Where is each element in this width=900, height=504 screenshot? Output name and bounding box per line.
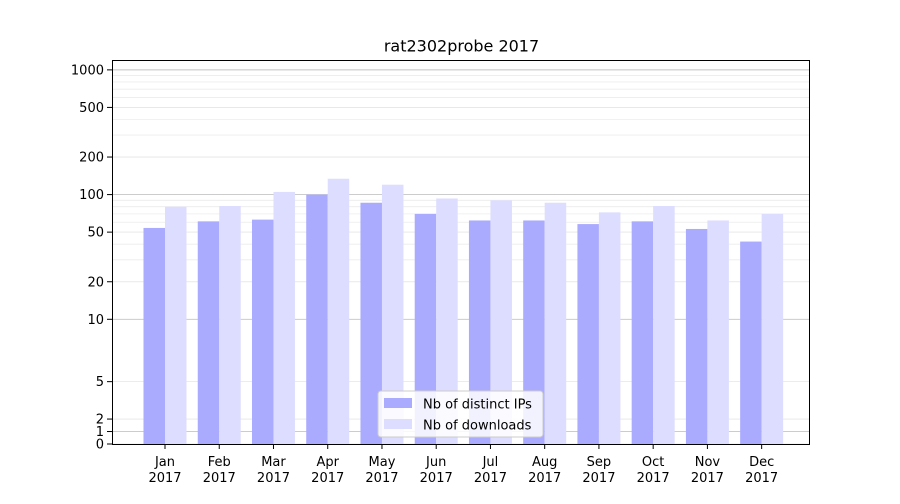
x-tick-label-month: Nov — [695, 455, 721, 470]
x-tick-label-month: Sep — [587, 455, 612, 470]
y-tick-label: 10 — [87, 313, 104, 328]
x-tick-label-month: Apr — [316, 455, 339, 470]
y-tick-label: 2 — [96, 413, 104, 428]
x-tick-label-month: Jun — [425, 455, 446, 470]
x-tick-label-month: Mar — [261, 455, 286, 470]
legend-label-distinct-ips: Nb of distinct IPs — [423, 398, 532, 413]
chart-title: rat2302probe 2017 — [384, 37, 539, 56]
bar-nb-of-distinct-ips-feb — [197, 221, 220, 444]
bar-nb-of-distinct-ips-jul — [468, 220, 491, 444]
y-axis: 012 5 10 20 50 100 200 500 1000 — [71, 63, 112, 453]
bar-nb-of-distinct-ips-aug — [523, 220, 545, 444]
legend-swatch-downloads — [384, 419, 412, 429]
bar-nb-of-downloads-sep — [598, 212, 621, 444]
y-tick-label: 20 — [87, 275, 104, 290]
bar-nb-of-distinct-ips-dec — [740, 241, 762, 444]
x-tick-label-year: 2017 — [365, 471, 398, 486]
x-tick-label-month: Jul — [482, 455, 499, 470]
bar-nb-of-downloads-oct — [653, 205, 675, 444]
x-tick-label-year: 2017 — [311, 471, 344, 486]
x-tick-label-year: 2017 — [474, 471, 507, 486]
x-tick-label-year: 2017 — [257, 471, 290, 486]
y-tick-label: 1000 — [71, 63, 104, 78]
x-tick-label-year: 2017 — [745, 471, 778, 486]
bar-nb-of-distinct-ips-mar — [251, 219, 274, 444]
y-tick-label: 1 — [96, 425, 104, 440]
x-tick-label-year: 2017 — [148, 471, 181, 486]
bar-nb-of-distinct-ips-nov — [685, 228, 708, 444]
bar-nb-of-downloads-may — [381, 184, 404, 444]
x-tick-label-month: Jan — [154, 455, 175, 470]
y-tick-label: 100 — [79, 188, 104, 203]
y-tick-label: 0 — [96, 438, 104, 453]
bar-nb-of-downloads-aug — [544, 202, 567, 444]
bar-nb-of-downloads-jan — [165, 206, 187, 444]
bars — [143, 178, 784, 445]
legend: Nb of distinct IPs Nb of downloads — [377, 390, 544, 438]
x-axis: Jan2017Feb2017Mar2017Apr2017May2017Jun20… — [148, 444, 778, 486]
bar-nb-of-downloads-jul — [490, 200, 512, 444]
plot-frame — [112, 60, 810, 445]
x-tick-label-month: Oct — [642, 455, 664, 470]
y-tick-label: 50 — [87, 226, 104, 241]
bar-nb-of-downloads-nov — [707, 220, 729, 444]
legend-label-downloads: Nb of downloads — [423, 419, 532, 434]
bar-nb-of-distinct-ips-oct — [631, 221, 654, 444]
bar-nb-of-downloads-feb — [219, 205, 241, 444]
bar-nb-of-distinct-ips-jan — [143, 227, 165, 444]
legend-swatch-distinct-ips — [384, 398, 412, 408]
bar-nb-of-downloads-jun — [436, 198, 458, 444]
y-tick-label: 200 — [79, 151, 104, 166]
bar-nb-of-downloads-dec — [761, 213, 784, 444]
bar-nb-of-distinct-ips-may — [360, 202, 382, 444]
x-tick-label-year: 2017 — [420, 471, 453, 486]
bar-nb-of-distinct-ips-jun — [414, 213, 437, 444]
bar-nb-of-downloads-apr — [327, 178, 350, 445]
bar-nb-of-downloads-mar — [273, 191, 295, 444]
x-tick-label-year: 2017 — [203, 471, 236, 486]
x-tick-label-month: Dec — [749, 455, 774, 470]
x-tick-label-month: May — [369, 455, 396, 470]
x-tick-label-month: Aug — [532, 455, 557, 470]
legend-box — [377, 390, 544, 438]
x-tick-label-year: 2017 — [691, 471, 724, 486]
x-tick-label-year: 2017 — [582, 471, 615, 486]
x-tick-label-year: 2017 — [637, 471, 670, 486]
bar-nb-of-distinct-ips-sep — [577, 224, 599, 444]
x-tick-label-year: 2017 — [528, 471, 561, 486]
y-tick-label: 500 — [79, 101, 104, 116]
bar-nb-of-distinct-ips-apr — [306, 194, 328, 444]
x-tick-label-month: Feb — [208, 455, 231, 470]
y-tick-label: 5 — [96, 375, 104, 390]
